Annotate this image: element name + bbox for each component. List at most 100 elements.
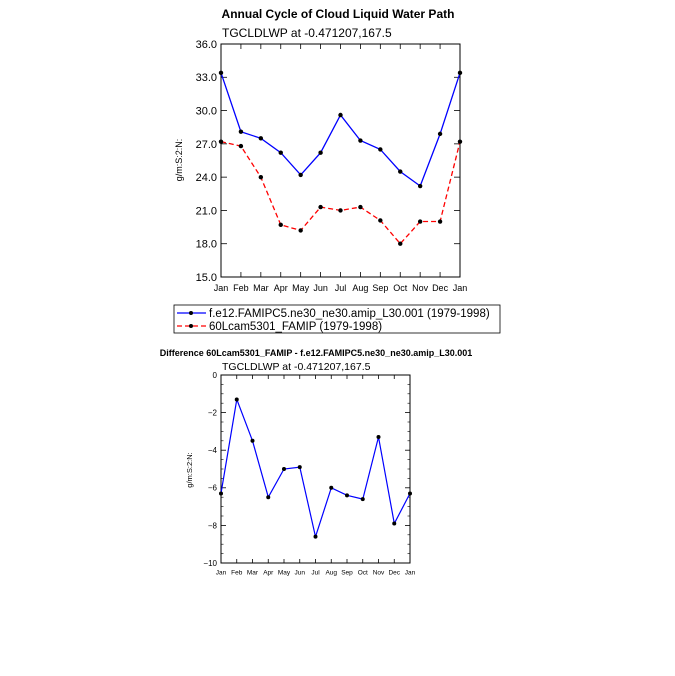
chart1-data-point (298, 172, 303, 178)
chart2-xtick-label: Mar (247, 570, 259, 577)
legend-label-series-2: 60Lcam5301_FAMIP (1979-1998) (209, 321, 382, 333)
chart2-series (219, 397, 412, 539)
legend-label-series-1: f.e12.FAMIPC5.ne30_ne30.amip_L30.001 (19… (209, 308, 490, 320)
chart1-xtick-label: Nov (412, 283, 429, 293)
chart2-axes: Jan Feb Mar Apr May Jun Jul Aug Sep Oct Nov Dec Jan −… (203, 371, 415, 577)
chart1-title: Annual Cycle of Cloud Liquid Water Path (222, 7, 455, 21)
chart2-xtick-label: Dec (388, 570, 400, 577)
chart2-ytick-label: 0 (213, 371, 218, 380)
chart1-ytick-label: 18.0 (196, 239, 217, 251)
chart1-ytick-label: 21.0 (196, 205, 217, 217)
chart1-data-point (437, 131, 443, 137)
chart2-data-point (408, 491, 412, 496)
chart1-ylabel: g/m:S:2:N: (174, 139, 184, 182)
chart2-subtitle: TGCLDLWP at -0.471207,167.5 (222, 361, 371, 373)
chart2-data-point (329, 485, 334, 490)
chart2-title: Difference 60Lcam5301_FAMIP - f.e12.FAMI… (160, 348, 473, 358)
chart2-xtick-label: Sep (341, 570, 353, 577)
chart2-ytick-label: −4 (208, 446, 218, 455)
chart2-data-point (345, 493, 349, 498)
chart1-series (218, 70, 463, 246)
chart1-ytick-label: 27.0 (196, 139, 217, 151)
chart1-axes: Jan Feb Mar Apr May Jun Jul Aug Sep Oct Nov Dec Jan1… (196, 39, 468, 293)
chart2-xtick-label: Jan (405, 570, 416, 577)
chart1-data-point (238, 143, 244, 149)
chart1-xtick-label: Jul (335, 283, 347, 293)
chart2-data-point (219, 491, 223, 496)
chart1-data-point (398, 241, 403, 246)
chart2-data-point (282, 467, 286, 471)
chart2-ytick-label: −2 (208, 408, 218, 417)
chart2-data-point (250, 438, 255, 443)
chart1-data-point (238, 129, 244, 134)
chart1-ytick-label: 36.0 (196, 39, 217, 51)
chart2-ytick-label: −6 (208, 484, 218, 493)
chart1-xtick-label: Sep (372, 283, 388, 293)
chart1-data-point (417, 183, 423, 189)
chart1-data-point (318, 150, 323, 155)
chart-difference: Difference 60Lcam5301_FAMIP - f.e12.FAMI… (160, 348, 473, 577)
chart1-subtitle: TGCLDLWP at -0.471207,167.5 (222, 26, 392, 40)
chart2-data-point (234, 397, 239, 402)
chart1-data-point (398, 169, 403, 174)
chart2-xtick-label: Nov (373, 570, 385, 577)
chart2-ylabel: g/m:S:2:N: (185, 452, 194, 487)
chart1-data-point (457, 70, 463, 76)
chart1-plot-frame (220, 43, 461, 278)
chart1-xtick-label: Jan (453, 283, 468, 293)
chart2-data-point (297, 465, 302, 470)
chart1-legend: f.e12.FAMIPC5.ne30_ne30.amip_L30.001 (19… (173, 304, 501, 334)
chart2-data-point (360, 497, 365, 502)
chart1-data-point (378, 147, 383, 152)
chart1-data-point (457, 139, 463, 144)
chart2-xtick-label: May (278, 570, 291, 577)
chart1-data-point (278, 222, 283, 228)
chart2-xtick-label: Jun (295, 570, 306, 577)
chart1-series-line-1 (220, 72, 461, 188)
chart1-xtick-label: Dec (432, 283, 449, 293)
chart2-xtick-label: Jul (311, 570, 320, 577)
chart1-data-point (338, 112, 343, 118)
chart1-data-point (338, 208, 343, 213)
chart2-xtick-label: Aug (325, 570, 337, 577)
legend-box (173, 304, 501, 334)
chart1-data-point (417, 219, 423, 224)
chart1-xtick-label: Aug (352, 283, 368, 293)
chart1-data-point (358, 138, 363, 143)
chart1-xtick-label: Mar (253, 283, 269, 293)
chart2-data-point (376, 435, 381, 440)
chart1-series-line-2 (220, 140, 461, 245)
chart1-xtick-label: Apr (274, 283, 288, 293)
chart2-ytick-label: −10 (203, 559, 217, 568)
chart1-data-point (437, 219, 443, 224)
chart1-xtick-label: Oct (393, 283, 408, 293)
chart1-ytick-label: 24.0 (196, 172, 217, 184)
chart1-ytick-label: 15.0 (196, 272, 217, 284)
chart1-data-point (258, 174, 264, 180)
chart2-xtick-label: Oct (358, 570, 368, 577)
chart-annual-cycle: Annual Cycle of Cloud Liquid Water Path … (173, 7, 501, 334)
chart1-data-point (318, 204, 323, 210)
chart2-xtick-label: Jan (216, 570, 227, 577)
chart2-data-point (392, 521, 397, 526)
chart1-xtick-label: May (292, 283, 310, 293)
legend-marker-series-2 (189, 324, 193, 328)
chart1-data-point (378, 218, 383, 223)
chart1-data-point (298, 228, 303, 233)
chart1-xtick-label: Feb (233, 283, 249, 293)
chart1-xtick-label: Jan (214, 283, 229, 293)
chart1-data-point (358, 204, 363, 210)
chart2-xtick-label: Feb (231, 570, 243, 577)
chart1-ytick-label: 33.0 (196, 72, 217, 84)
chart1-data-point (218, 70, 224, 76)
legend-marker-series-1 (189, 311, 193, 315)
chart1-ytick-label: 30.0 (196, 106, 217, 118)
chart2-data-point (266, 495, 271, 500)
chart2-series-line-1 (220, 397, 411, 539)
chart1-data-point (218, 139, 224, 144)
chart2-data-point (313, 534, 318, 539)
chart1-data-point (278, 150, 283, 155)
chart1-xtick-label: Jun (313, 283, 328, 293)
chart2-ytick-label: −8 (208, 521, 218, 530)
